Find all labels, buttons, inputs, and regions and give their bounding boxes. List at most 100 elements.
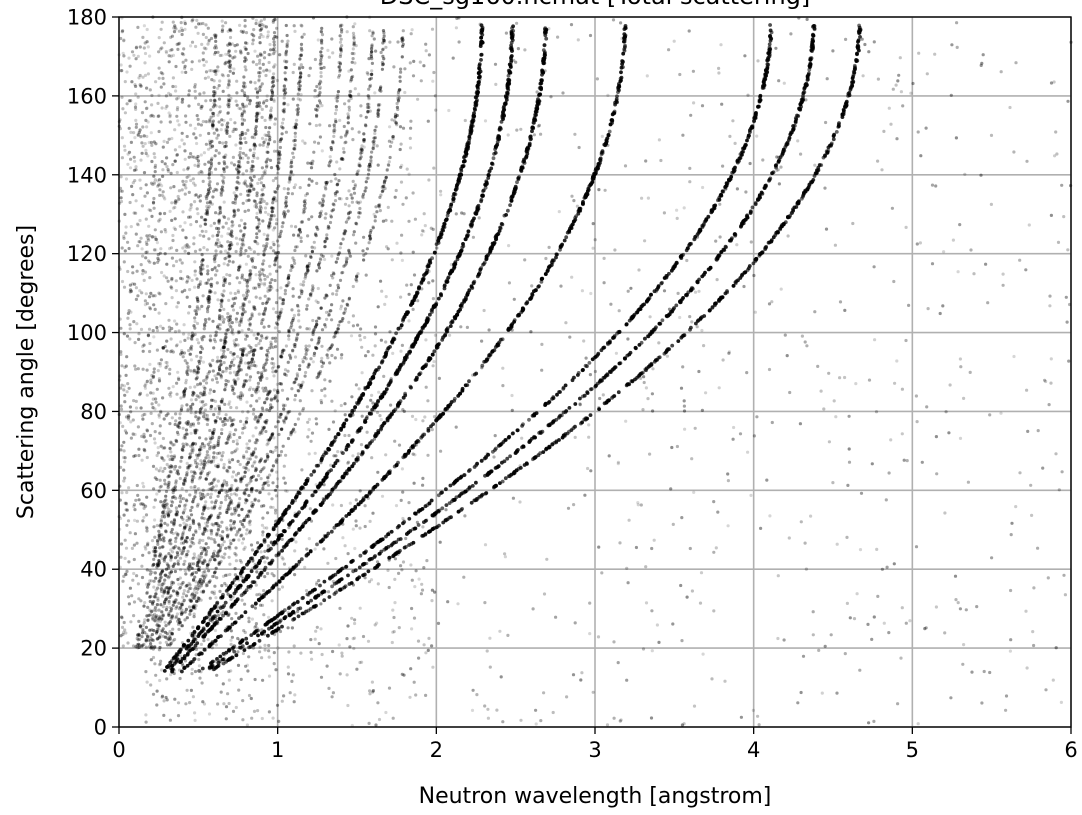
- bragg-point: [330, 441, 334, 445]
- bragg-point: [470, 286, 474, 290]
- bragg-point: [274, 425, 277, 428]
- bragg-curve: [168, 36, 405, 646]
- bragg-point: [455, 183, 459, 187]
- bragg-point: [581, 202, 585, 206]
- bragg-point: [345, 469, 349, 473]
- bragg-point: [826, 149, 830, 153]
- bragg-point: [734, 281, 738, 285]
- bragg-point: [389, 145, 392, 148]
- bragg-point: [670, 344, 674, 348]
- bragg-point: [681, 334, 685, 338]
- bragg-point: [223, 417, 226, 420]
- bragg-point: [351, 197, 354, 200]
- bragg-point: [370, 151, 373, 154]
- bragg-point: [544, 402, 548, 406]
- bragg-point: [180, 552, 183, 555]
- bragg-point: [293, 314, 296, 317]
- bragg-point: [179, 606, 182, 609]
- bragg-point: [193, 588, 196, 591]
- bragg-point: [244, 637, 248, 641]
- bragg-point: [502, 114, 506, 118]
- bragg-point: [359, 554, 363, 558]
- bragg-point: [516, 428, 520, 432]
- bragg-point: [489, 246, 493, 250]
- bragg-point: [237, 502, 240, 505]
- bragg-point: [182, 592, 185, 595]
- bragg-point: [332, 271, 335, 274]
- bragg-point: [448, 208, 452, 212]
- bragg-point: [376, 431, 380, 435]
- bragg-point: [807, 71, 811, 75]
- bragg-point: [385, 387, 389, 391]
- bragg-point: [277, 433, 280, 436]
- bragg-point: [564, 235, 568, 239]
- bragg-point: [382, 57, 385, 60]
- bragg-point: [369, 557, 373, 561]
- bragg-point: [221, 398, 224, 401]
- bragg-point: [398, 89, 401, 92]
- bragg-point: [216, 635, 220, 639]
- bragg-point: [242, 592, 246, 596]
- bragg-point: [620, 59, 624, 63]
- bragg-point: [216, 516, 219, 519]
- bragg-point: [347, 249, 350, 252]
- bragg-point: [486, 473, 490, 477]
- bragg-point: [209, 661, 213, 665]
- bragg-point: [232, 352, 235, 355]
- bragg-point: [300, 43, 303, 46]
- bragg-point: [500, 222, 504, 226]
- bragg-point: [278, 158, 281, 161]
- bragg-point: [369, 162, 372, 165]
- bragg-point: [354, 183, 357, 186]
- bragg-point: [289, 269, 292, 272]
- bragg-point: [298, 228, 301, 231]
- bragg-point: [471, 219, 475, 223]
- bragg-point: [310, 494, 314, 498]
- bragg-point: [186, 550, 189, 553]
- bragg-point: [639, 307, 643, 311]
- bragg-point: [445, 278, 449, 282]
- bragg-point: [375, 210, 378, 213]
- bragg-point: [399, 71, 402, 74]
- bragg-point: [317, 375, 320, 378]
- bragg-point: [521, 165, 525, 169]
- bragg-point: [261, 262, 264, 265]
- bragg-point: [335, 293, 338, 296]
- bragg-point: [247, 494, 250, 497]
- bragg-point: [217, 561, 220, 564]
- bragg-point: [754, 202, 758, 206]
- bragg-point: [310, 338, 313, 341]
- bragg-point: [344, 307, 347, 310]
- bragg-point: [645, 366, 649, 370]
- bragg-point: [308, 344, 311, 347]
- bragg-point: [294, 132, 297, 135]
- bragg-point: [598, 158, 602, 162]
- bragg-point: [270, 625, 274, 629]
- bragg-point: [171, 615, 174, 618]
- bragg-point: [619, 361, 623, 365]
- bragg-point: [462, 164, 466, 168]
- bragg-point: [487, 173, 491, 177]
- bragg-point: [544, 272, 548, 276]
- bragg-point: [507, 436, 511, 440]
- bragg-point: [297, 510, 301, 514]
- bragg-point: [520, 424, 524, 428]
- bragg-point: [406, 311, 410, 315]
- bragg-point: [339, 55, 342, 58]
- bragg-point: [163, 602, 166, 605]
- bragg-point: [285, 416, 288, 419]
- bragg-point: [417, 373, 421, 377]
- bragg-point: [481, 493, 485, 497]
- bragg-point: [266, 393, 269, 396]
- bragg-point: [383, 34, 386, 37]
- bragg-point: [427, 262, 431, 266]
- bragg-point: [270, 469, 273, 472]
- bragg-point: [270, 278, 273, 281]
- bragg-point: [696, 319, 700, 323]
- bragg-point: [256, 576, 260, 580]
- bragg-point: [242, 454, 245, 457]
- bragg-point: [333, 124, 336, 127]
- bragg-point: [352, 37, 355, 40]
- bragg-point: [440, 506, 444, 510]
- bragg-point: [376, 564, 380, 568]
